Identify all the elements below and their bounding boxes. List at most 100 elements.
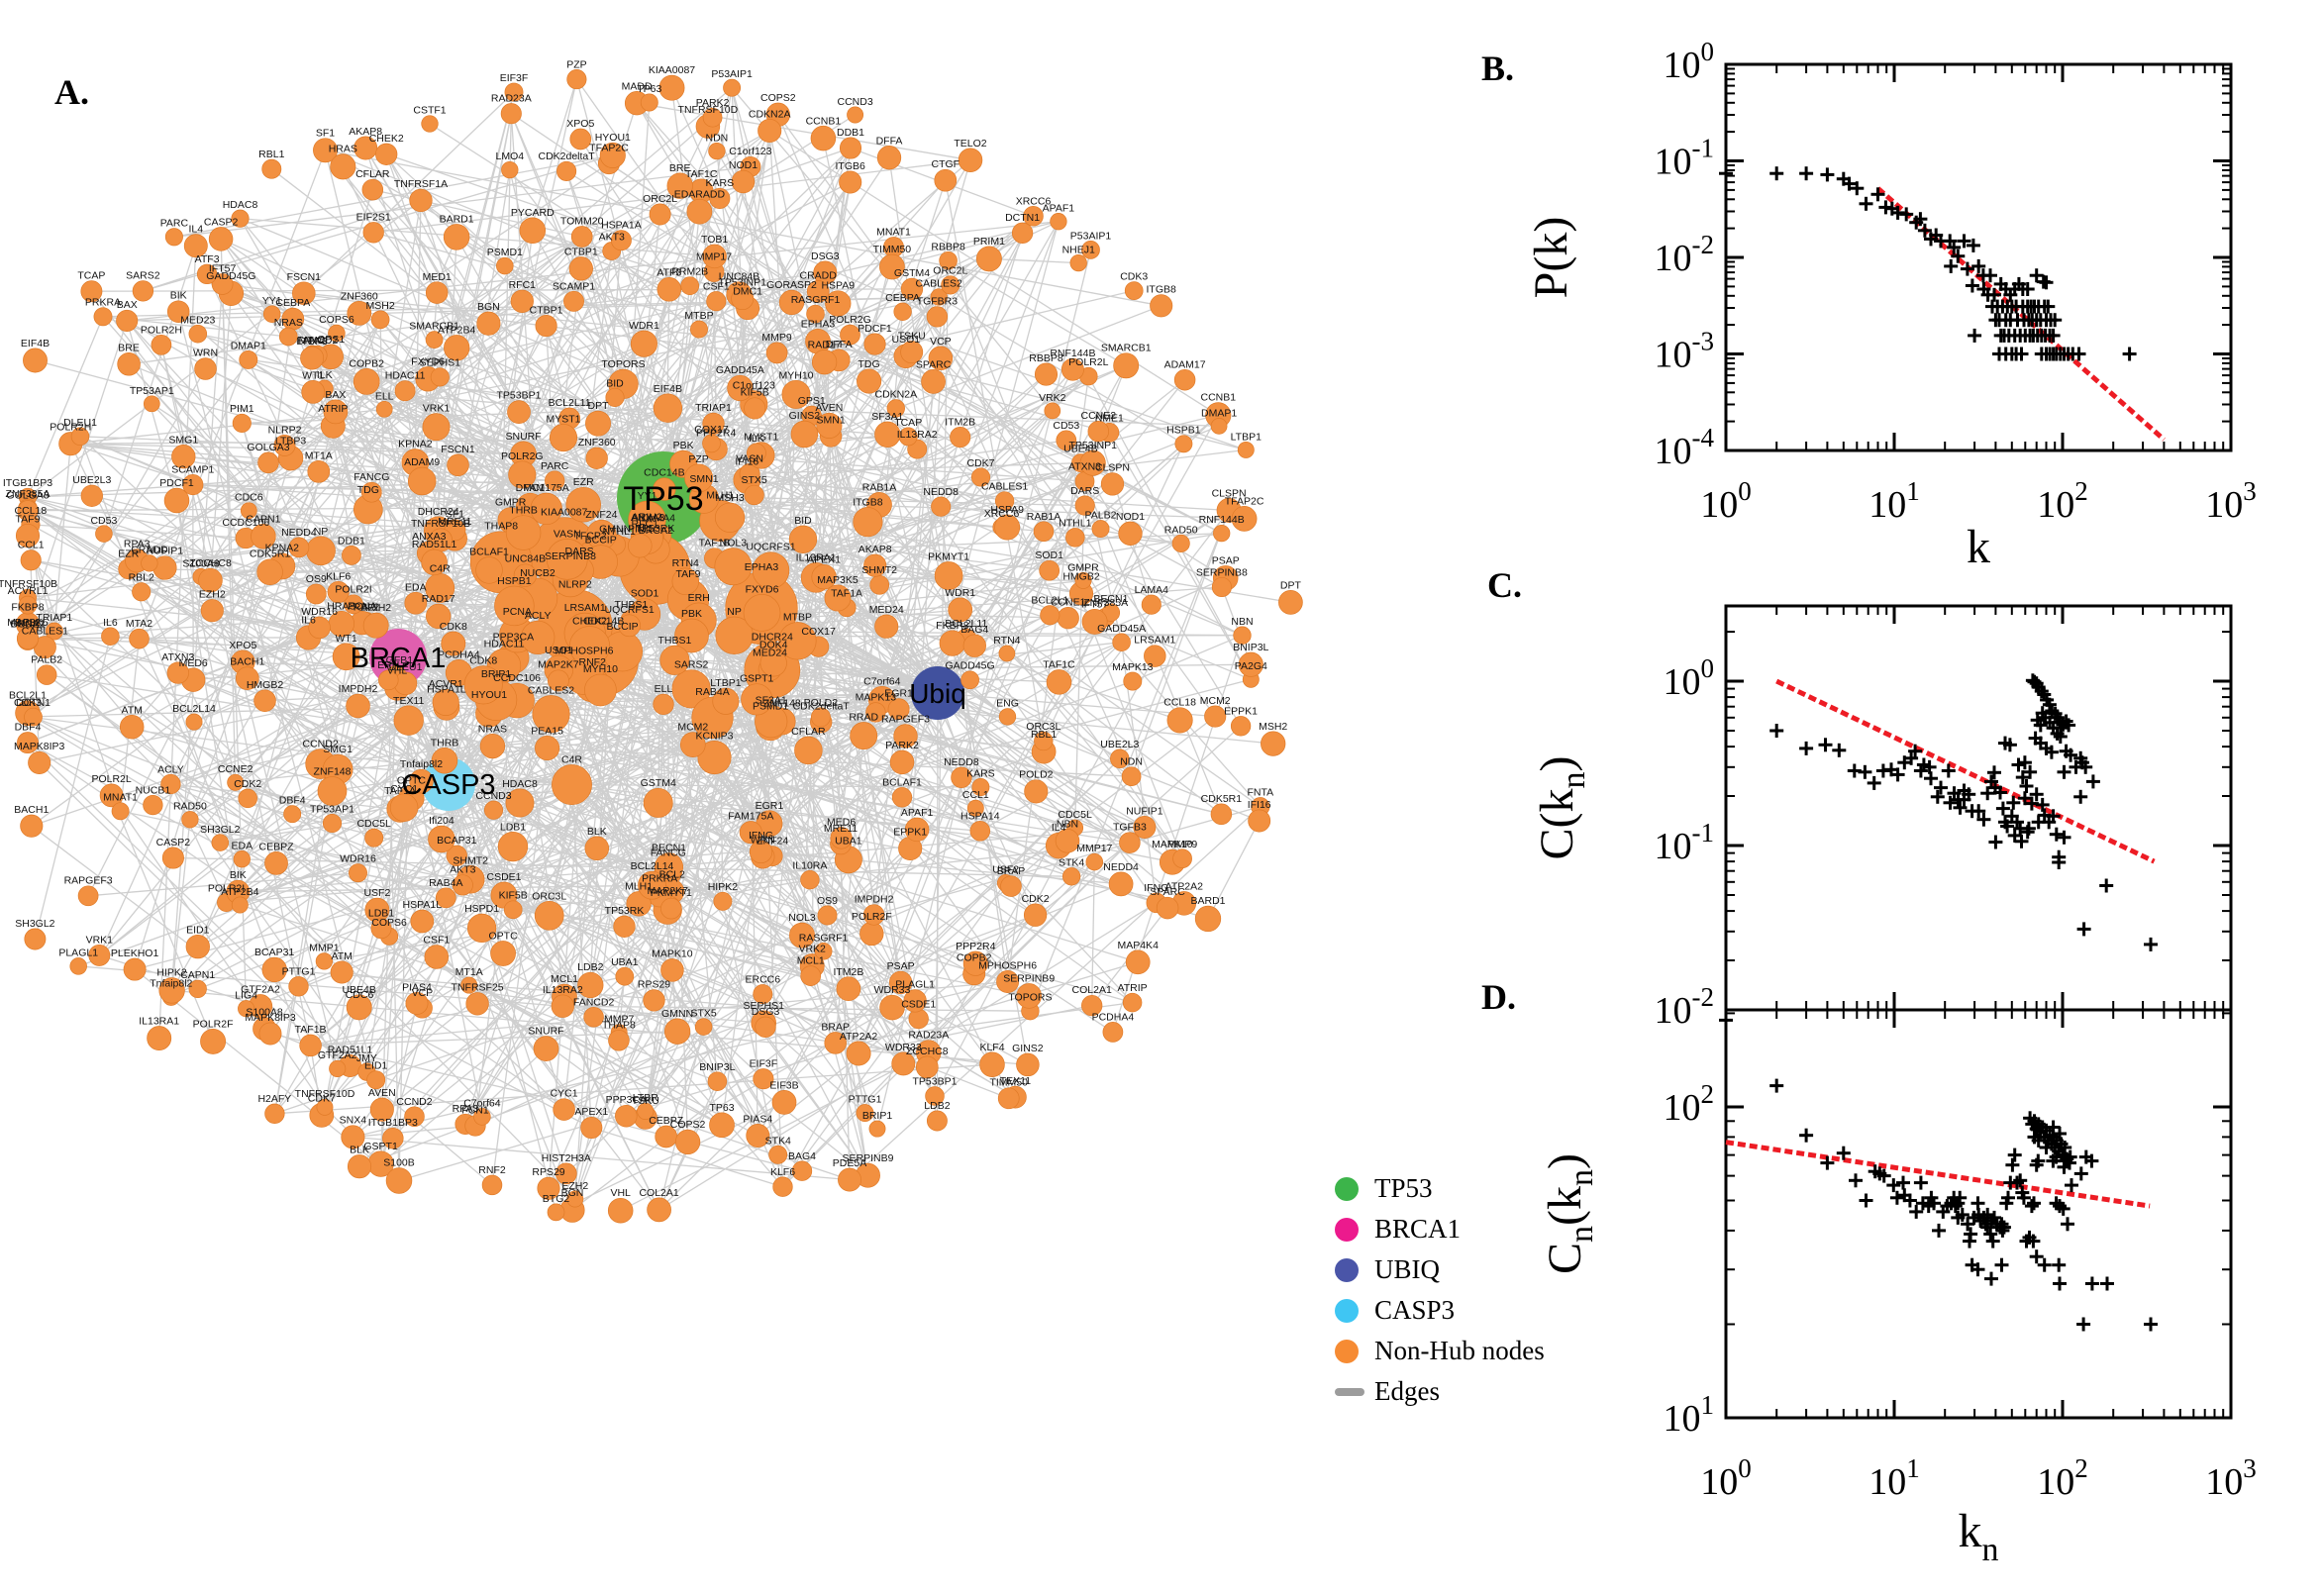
- network-node: [370, 918, 392, 940]
- network-node: [507, 400, 531, 424]
- network-node: [409, 768, 434, 794]
- network-node: [497, 831, 529, 862]
- network-node: [317, 776, 348, 806]
- network-node: [814, 942, 833, 960]
- network-node: [583, 1006, 604, 1028]
- network-node: [1074, 571, 1092, 589]
- network-node: [846, 1041, 871, 1066]
- network-node: [23, 348, 48, 373]
- network-node: [273, 434, 296, 456]
- network-node: [1050, 213, 1067, 231]
- tick-label: 103: [2205, 1453, 2257, 1503]
- network-node: [426, 603, 452, 630]
- network-node: [566, 69, 587, 90]
- network-node: [712, 687, 740, 715]
- network-node: [926, 1110, 948, 1132]
- network-node: [1194, 905, 1222, 933]
- network-node: [119, 714, 145, 740]
- tick-label: 10-2: [1655, 982, 1715, 1032]
- network-node: [971, 778, 990, 796]
- network-node: [824, 584, 852, 612]
- network-node: [643, 989, 665, 1012]
- network-node: [702, 434, 721, 453]
- network-node: [24, 928, 47, 950]
- network-node: [891, 1051, 916, 1076]
- network-node: [111, 802, 130, 821]
- network-node: [674, 1129, 701, 1155]
- network-node: [605, 387, 625, 407]
- network-node: [824, 1032, 847, 1054]
- fit-line: [1875, 186, 2167, 442]
- network-node: [1237, 441, 1255, 458]
- network-node: [264, 1103, 285, 1124]
- scatter-points: [1719, 1013, 2158, 1332]
- network-node: [404, 591, 428, 615]
- network-node-labels: TP53RKKIAA0087THAP8CDC14BDHCR24NLRP2EPHA…: [0, 58, 1301, 1205]
- network-node: [329, 1059, 347, 1077]
- network-node: [24, 707, 43, 727]
- network-node: [1213, 524, 1231, 543]
- network-node: [425, 281, 449, 304]
- network-nodes: [15, 69, 1303, 1224]
- network-node: [530, 492, 562, 526]
- network-node: [613, 915, 636, 938]
- network-node: [494, 585, 535, 627]
- network-node: [900, 341, 924, 364]
- network-node: [1044, 402, 1061, 420]
- network-node: [328, 324, 346, 343]
- network-node: [723, 78, 742, 97]
- network-node: [568, 626, 611, 667]
- network-node: [879, 253, 905, 280]
- tick-label: 10-4: [1655, 423, 1715, 472]
- network-node: [258, 1022, 282, 1046]
- network-node: [188, 979, 207, 999]
- network-node: [70, 427, 90, 447]
- network-node: [385, 1167, 413, 1194]
- plot-frame: [1724, 1008, 2233, 1420]
- network-node: [151, 334, 172, 355]
- network-node: [934, 168, 958, 192]
- network-node: [970, 467, 991, 487]
- network-node: [839, 137, 862, 159]
- network-node: [425, 331, 444, 349]
- network-node: [1055, 829, 1080, 853]
- network-node: [327, 580, 350, 604]
- network-node: [948, 597, 973, 623]
- tick-label: 10-1: [1655, 134, 1715, 183]
- network-node: [966, 799, 984, 817]
- network-node: [208, 227, 234, 251]
- network-node: [143, 395, 160, 413]
- network-node: [28, 750, 51, 774]
- network-node: [342, 546, 361, 565]
- network-node: [790, 420, 819, 449]
- network-node: [233, 850, 251, 868]
- network-node: [853, 507, 883, 538]
- network-node: [117, 352, 141, 376]
- network-node: [887, 698, 910, 721]
- brca1-swatch-icon: [1335, 1217, 1359, 1242]
- network-node: [1210, 418, 1228, 435]
- network-node: [432, 688, 459, 716]
- legend-item-label: Edges: [1374, 1376, 1440, 1406]
- network-node: [638, 870, 666, 900]
- network-node: [1011, 222, 1034, 244]
- network-node: [563, 290, 584, 312]
- network-node: [1173, 368, 1196, 391]
- network-node: [584, 836, 610, 861]
- network-node: [463, 665, 503, 705]
- network-node: [196, 263, 218, 285]
- network-node: [969, 821, 991, 842]
- tick-label: 100: [1664, 653, 1715, 703]
- network-node: [147, 1026, 172, 1051]
- network-node: [893, 302, 912, 321]
- network-node: [1016, 983, 1042, 1009]
- network-node: [727, 374, 754, 402]
- axis-ticks: [1724, 1010, 2233, 1420]
- network-node: [1061, 867, 1081, 886]
- network-node: [346, 693, 370, 719]
- legend-item-label: TP53: [1374, 1173, 1433, 1203]
- network-node: [979, 1051, 1005, 1077]
- network-node: [998, 708, 1017, 726]
- network-node: [951, 766, 972, 788]
- network-node: [305, 583, 327, 605]
